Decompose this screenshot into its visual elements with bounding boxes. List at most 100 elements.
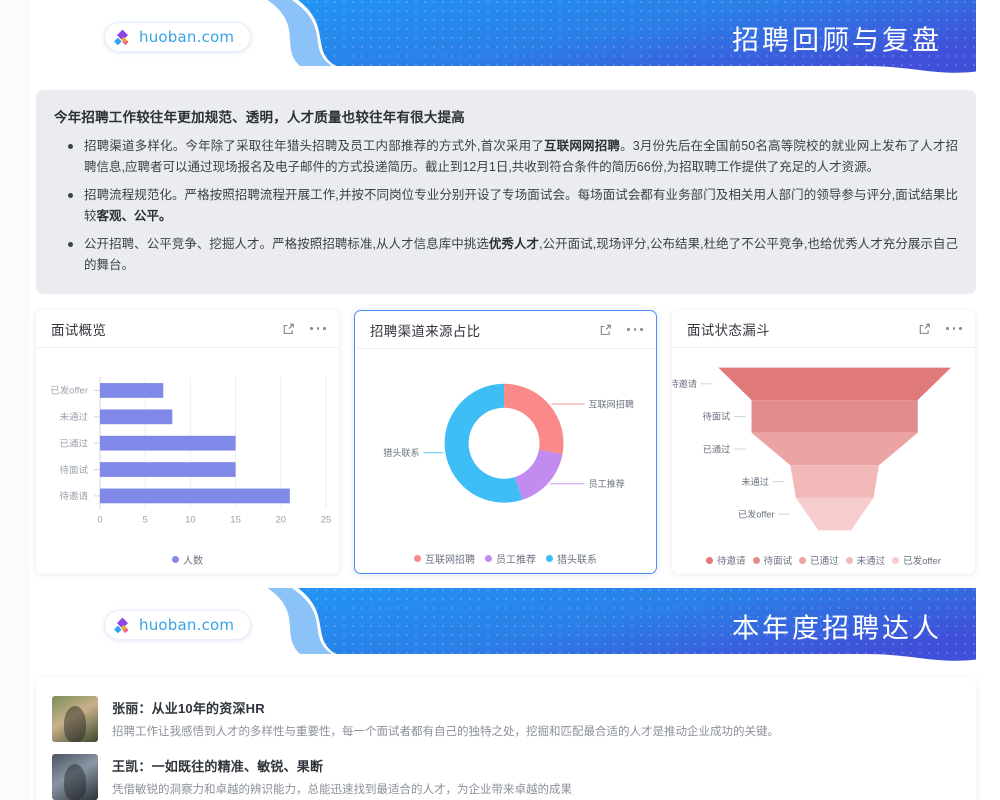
recruiter-description: 凭借敏锐的洞察力和卓越的辨识能力，总能迅速找到最适合的人才，为企业带来卓越的成果 <box>112 784 572 796</box>
card-title: 面试状态漏斗 <box>687 322 770 338</box>
legend-label: 已发offer <box>903 556 941 567</box>
more-dots-icon[interactable] <box>310 322 326 336</box>
banner-decoration <box>267 0 976 73</box>
legend-label: 待面试 <box>763 556 793 567</box>
svg-text:10: 10 <box>185 515 196 525</box>
banner-decoration <box>267 588 976 661</box>
legend-item[interactable]: 互联网招聘 <box>414 551 475 566</box>
svg-text:互联网招聘: 互联网招聘 <box>588 398 634 409</box>
huoban-logo-icon <box>114 617 129 633</box>
donut-chart-legend: 互联网招聘 员工推荐 猎头联系 <box>355 551 656 566</box>
external-link-icon[interactable] <box>599 323 613 337</box>
content-column: huoban.com 招聘回顾与复盘 今年招聘工作较往年更加规范、透明，人才质量… <box>36 0 976 800</box>
external-link-icon[interactable] <box>282 322 296 336</box>
top-recruiters-list: 张丽：从业10年的资深HR 招聘工作让我感悟到人才的多样性与重要性，每一个面试者都… <box>36 678 976 800</box>
card-header: 面试概览 <box>36 310 339 348</box>
banner-recruitment-review: huoban.com 招聘回顾与复盘 <box>36 0 976 76</box>
svg-text:25: 25 <box>321 515 332 525</box>
svg-text:20: 20 <box>276 515 287 525</box>
summary-note-title: 今年招聘工作较往年更加规范、透明，人才质量也较往年有很大提高 <box>54 110 465 125</box>
legend-item[interactable]: 员工推荐 <box>485 551 536 566</box>
funnel-chart-legend: 待邀请 待面试 已通过 未通过 已发offer <box>672 553 975 567</box>
recruiter-name: 张丽：从业10年的资深HR <box>112 701 265 716</box>
legend-item[interactable]: 猎头联系 <box>546 551 597 566</box>
svg-text:已发offer: 已发offer <box>50 385 88 396</box>
card-header: 面试状态漏斗 <box>672 310 975 348</box>
recruiter-text: 张丽：从业10年的资深HR 招聘工作让我感悟到人才的多样性与重要性，每一个面试者都… <box>112 696 779 741</box>
legend-label: 员工推荐 <box>496 555 536 566</box>
legend-item[interactable]: 已发offer <box>892 553 941 567</box>
legend-item[interactable]: 待邀请 <box>706 553 746 567</box>
avatar <box>52 696 98 742</box>
recruiter-name: 王凯：一如既往的精准、敏锐、果断 <box>112 759 324 774</box>
card-actions <box>599 323 643 337</box>
huoban-logo-pill[interactable]: huoban.com <box>104 610 252 640</box>
legend-color-dot <box>799 556 807 564</box>
svg-text:已通过: 已通过 <box>60 438 88 449</box>
legend-color-dot <box>546 555 553 562</box>
card-channel-share[interactable]: 招聘渠道来源占比 互联网招聘 员工推荐 猎头联系 互联网招聘 员工推荐 猎头联系 <box>354 310 657 574</box>
card-title: 面试概览 <box>51 322 107 338</box>
legend-label: 未通过 <box>856 556 886 567</box>
huoban-logo-text: huoban.com <box>139 28 235 46</box>
more-dots-icon[interactable] <box>627 323 643 337</box>
svg-text:员工推荐: 员工推荐 <box>588 478 624 489</box>
bar-chart-legend: 人数 <box>36 552 339 567</box>
legend-label: 已通过 <box>810 556 839 567</box>
summary-bullet-list: 招聘渠道多样化。今年除了采取往年猎头招聘及员工内部推荐的方式外,首次采用了互联网… <box>54 136 958 276</box>
legend-color-dot <box>706 556 714 564</box>
svg-text:待面试: 待面试 <box>703 411 731 422</box>
recruiter-item[interactable]: 王凯：一如既往的精准、敏锐、果断凭借敏锐的洞察力和卓越的辨识能力，总能迅速找到最… <box>52 748 960 800</box>
card-actions <box>918 322 962 336</box>
card-body: 互联网招聘 员工推荐 猎头联系 互联网招聘 员工推荐 猎头联系 <box>355 349 656 573</box>
svg-text:已发offer: 已发offer <box>738 508 775 519</box>
svg-text:未通过: 未通过 <box>60 411 88 422</box>
summary-note-panel: 今年招聘工作较往年更加规范、透明，人才质量也较往年有很大提高 招聘渠道多样化。今… <box>36 90 976 294</box>
svg-text:待邀请: 待邀请 <box>672 378 697 389</box>
legend-item[interactable]: 待面试 <box>752 553 793 567</box>
summary-bullet: 招聘流程规范化。严格按照招聘流程开展工作,并按不同岗位专业分别开设了专场面试会。… <box>54 185 958 227</box>
legend-label: 互联网招聘 <box>425 555 475 566</box>
summary-bullet: 招聘渠道多样化。今年除了采取往年猎头招聘及员工内部推荐的方式外,首次采用了互联网… <box>54 136 958 178</box>
card-actions <box>282 322 326 336</box>
legend-label: 待邀请 <box>717 556 746 567</box>
huoban-logo-pill[interactable]: huoban.com <box>104 22 252 52</box>
recruiter-text: 王凯：一如既往的精准、敏锐、果断凭借敏锐的洞察力和卓越的辨识能力，总能迅速找到最… <box>112 754 572 799</box>
svg-text:猎头联系: 猎头联系 <box>383 447 419 458</box>
banner-top-recruiters: huoban.com 本年度招聘达人 <box>36 588 976 664</box>
more-dots-icon[interactable] <box>946 322 962 336</box>
legend-color-dot <box>845 556 853 564</box>
svg-text:已通过: 已通过 <box>703 443 731 454</box>
legend-item[interactable]: 已通过 <box>799 553 839 567</box>
banner-title: 招聘回顾与复盘 <box>732 25 942 56</box>
legend-color-dot <box>414 555 421 562</box>
charts-row: 面试概览 0 5 10 15 20 25 已发offer 未通过 已通过 待面试 待邀请 人数 <box>36 310 976 574</box>
card-title: 招聘渠道来源占比 <box>370 323 481 339</box>
summary-bullet: 公开招聘、公平竞争、挖掘人才。严格按照招聘标准,从人才信息库中挑选优秀人才,公开… <box>54 234 958 276</box>
legend-item[interactable]: 人数 <box>172 552 203 567</box>
card-header: 招聘渠道来源占比 <box>355 311 656 349</box>
huoban-logo-text: huoban.com <box>139 616 235 634</box>
avatar <box>52 754 98 800</box>
legend-item[interactable]: 未通过 <box>845 553 886 567</box>
card-interview-funnel[interactable]: 面试状态漏斗 待邀请 待面试 已通过 未通过 已发offer 待邀请 待面试 已通过 未通过已… <box>672 310 975 574</box>
svg-text:待面试: 待面试 <box>60 464 89 475</box>
legend-color-dot <box>752 556 760 564</box>
huoban-logo-icon <box>114 29 129 45</box>
legend-label: 猎头联系 <box>557 555 597 566</box>
legend-color-dot <box>172 556 179 563</box>
bar-chart: 0 5 10 15 20 25 已发offer 未通过 已通过 待面试 待邀请 <box>36 354 339 544</box>
funnel-chart: 待邀请 待面试 已通过 未通过 已发offer <box>672 354 975 544</box>
svg-text:5: 5 <box>143 515 148 525</box>
donut-chart: 互联网招聘员工推荐 猎头联系 <box>355 355 656 543</box>
banner-title: 本年度招聘达人 <box>732 613 942 644</box>
recruiter-description: 招聘工作让我感悟到人才的多样性与重要性，每一个面试者都有自己的独特之处，挖掘和匹… <box>112 726 779 738</box>
svg-text:0: 0 <box>97 515 102 525</box>
card-interview-overview[interactable]: 面试概览 0 5 10 15 20 25 已发offer 未通过 已通过 待面试 待邀请 人数 <box>36 310 339 574</box>
recruiter-item[interactable]: 张丽：从业10年的资深HR 招聘工作让我感悟到人才的多样性与重要性，每一个面试者都… <box>52 690 960 748</box>
card-body: 待邀请 待面试 已通过 未通过 已发offer 待邀请 待面试 已通过 未通过 已发offer <box>672 348 975 574</box>
legend-color-dot <box>485 555 492 562</box>
external-link-icon[interactable] <box>918 322 932 336</box>
legend-label: 人数 <box>183 556 203 567</box>
